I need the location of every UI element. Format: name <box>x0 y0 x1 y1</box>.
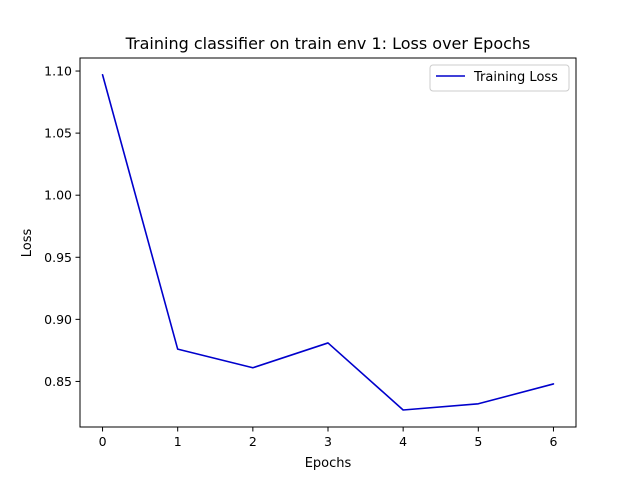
legend-label-training-loss: Training Loss <box>473 70 558 85</box>
x-tick-label: 6 <box>549 434 557 449</box>
y-axis-label: Loss <box>20 229 35 258</box>
x-tick-label: 5 <box>474 434 482 449</box>
y-tick-label: 1.00 <box>44 188 72 203</box>
legend: Training Loss <box>429 64 570 92</box>
series-line-training-loss <box>101 73 555 411</box>
legend-box <box>429 64 570 92</box>
y-tick-label: 0.85 <box>44 374 72 389</box>
x-tick-label: 0 <box>99 434 107 449</box>
x-tick-label: 2 <box>249 434 257 449</box>
series-lines <box>101 73 555 411</box>
x-tick-label: 4 <box>399 434 407 449</box>
x-axis-label: Epochs <box>305 456 352 471</box>
x-tick-label: 1 <box>174 434 182 449</box>
x-axis: 0 1 2 3 4 5 6 <box>99 427 557 449</box>
x-tick-label: 3 <box>324 434 332 449</box>
plot-area <box>79 57 577 428</box>
y-tick-label: 1.10 <box>44 64 72 79</box>
axes-frame <box>79 57 577 428</box>
y-tick-label: 1.05 <box>44 126 72 141</box>
y-axis: 0.85 0.90 0.95 1.00 1.05 1.10 <box>44 64 80 389</box>
y-tick-label: 0.95 <box>44 250 72 265</box>
y-tick-label: 0.90 <box>44 312 72 327</box>
chart-title: Training classifier on train env 1: Loss… <box>125 34 531 53</box>
